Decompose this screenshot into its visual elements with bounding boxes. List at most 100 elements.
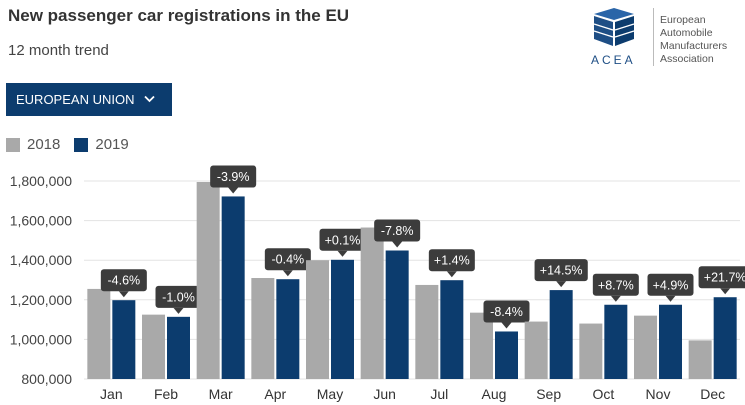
x-tick-label: Feb [154, 386, 178, 402]
data-label: -4.6% [108, 274, 141, 288]
data-label-box [483, 300, 530, 323]
data-label: +0.1% [325, 233, 361, 247]
data-label-pointer [173, 307, 184, 314]
bar-2018-feb[interactable] [142, 314, 165, 379]
bar-2018-jun[interactable] [360, 227, 384, 379]
data-label-box [592, 273, 639, 296]
data-label-box [698, 266, 745, 289]
data-label: +21.7% [704, 271, 745, 285]
y-tick-label: 1,200,000 [10, 292, 72, 308]
data-label-box [428, 249, 475, 272]
logo-text: European Automobile Manufacturers Associ… [660, 14, 727, 66]
legend-item-2018[interactable]: 2018 [6, 136, 60, 153]
bar-2018-nov[interactable] [634, 315, 657, 379]
y-tick-label: 800,000 [21, 371, 72, 387]
y-tick-label: 1,800,000 [10, 173, 72, 189]
x-tick-label: Apr [264, 386, 286, 402]
data-label-box [155, 285, 202, 308]
x-tick-label: Dec [700, 386, 725, 402]
bar-2018-jan[interactable] [87, 288, 111, 379]
data-label-pointer [282, 270, 293, 277]
data-label-pointer [446, 271, 457, 278]
logo-line: Automobile [660, 27, 713, 39]
data-label-pointer [118, 291, 129, 298]
chart-subtitle: 12 month trend [8, 42, 109, 59]
bar-2018-apr[interactable] [251, 278, 275, 379]
bar-2018-may[interactable] [306, 260, 329, 379]
x-tick-label: Jul [430, 386, 448, 402]
data-label: +8.7% [598, 278, 634, 292]
x-tick-label: Jun [373, 386, 396, 402]
bar-2019-jun[interactable] [385, 250, 409, 379]
data-label: -1.0% [162, 290, 195, 304]
data-label-box [647, 273, 694, 296]
chart-legend: 2018 2019 [6, 136, 143, 153]
legend-swatch-2018 [6, 137, 20, 152]
acea-cube-icon [593, 8, 635, 46]
data-label: +14.5% [540, 264, 583, 278]
data-label-pointer [501, 322, 512, 329]
region-dropdown[interactable]: EUROPEAN UNION [6, 83, 172, 116]
data-label-pointer [392, 241, 403, 248]
logo-line: Manufacturers [660, 40, 728, 52]
data-label-box [264, 248, 311, 271]
data-label: -3.9% [217, 170, 250, 184]
y-tick-label: 1,600,000 [10, 213, 72, 229]
data-label-pointer [665, 295, 676, 302]
x-tick-label: Aug [482, 386, 507, 402]
data-label-box [374, 219, 421, 242]
region-dropdown-label: EUROPEAN UNION [16, 92, 135, 107]
legend-swatch-2019 [74, 137, 89, 152]
chart-title: New passenger car registrations in the E… [8, 6, 350, 25]
data-label: +1.4% [434, 254, 470, 268]
bar-2018-sep[interactable] [524, 321, 548, 379]
bar-2018-jul[interactable] [415, 284, 439, 379]
bar-2018-oct[interactable] [579, 323, 603, 379]
bar-2019-apr[interactable] [276, 279, 300, 379]
logo-line: European [660, 14, 706, 26]
legend-label-2018: 2018 [27, 136, 61, 153]
logo-word: ACEA [591, 53, 636, 67]
data-label-box [319, 228, 366, 251]
data-label-box [100, 269, 147, 292]
data-label-box [534, 259, 588, 282]
acea-logo [588, 6, 738, 72]
x-tick-label: Sep [536, 386, 561, 402]
logo-divider [653, 8, 654, 66]
data-label-box [210, 165, 257, 188]
chevron-down-icon [144, 94, 156, 106]
bar-2019-oct[interactable] [604, 304, 628, 379]
bar-2019-jan[interactable] [112, 300, 136, 379]
data-label-pointer [556, 281, 567, 288]
bar-2018-mar[interactable] [196, 181, 220, 379]
data-label-pointer [720, 288, 731, 295]
data-label: +4.9% [653, 278, 689, 292]
data-label: -8.4% [490, 305, 523, 319]
logo-line: Association [660, 53, 714, 65]
bar-2019-nov[interactable] [659, 304, 682, 379]
x-tick-label: Oct [592, 386, 614, 402]
bar-2019-jul[interactable] [440, 280, 464, 379]
data-label-pointer [228, 187, 239, 194]
y-tick-label: 1,400,000 [10, 252, 72, 268]
legend-label-2019: 2019 [95, 136, 129, 153]
bar-2019-sep[interactable] [549, 290, 573, 379]
bar-2019-feb[interactable] [167, 316, 190, 379]
data-label-pointer [337, 250, 348, 257]
data-label: -7.8% [381, 224, 414, 238]
bar-2018-aug[interactable] [470, 312, 493, 379]
x-tick-label: May [317, 386, 343, 402]
bar-2019-mar[interactable] [221, 196, 245, 379]
bar-2019-aug[interactable] [495, 331, 518, 379]
data-label: -0.4% [272, 253, 305, 267]
y-tick-label: 1,000,000 [10, 331, 72, 347]
data-label-pointer [610, 295, 621, 302]
bar-2018-dec[interactable] [688, 340, 712, 379]
bar-2019-may[interactable] [331, 259, 354, 379]
x-tick-label: Jan [100, 386, 123, 402]
bar-2019-dec[interactable] [713, 297, 737, 379]
x-tick-label: Nov [646, 386, 671, 402]
legend-item-2019[interactable]: 2019 [74, 136, 129, 153]
x-tick-label: Mar [209, 386, 233, 402]
